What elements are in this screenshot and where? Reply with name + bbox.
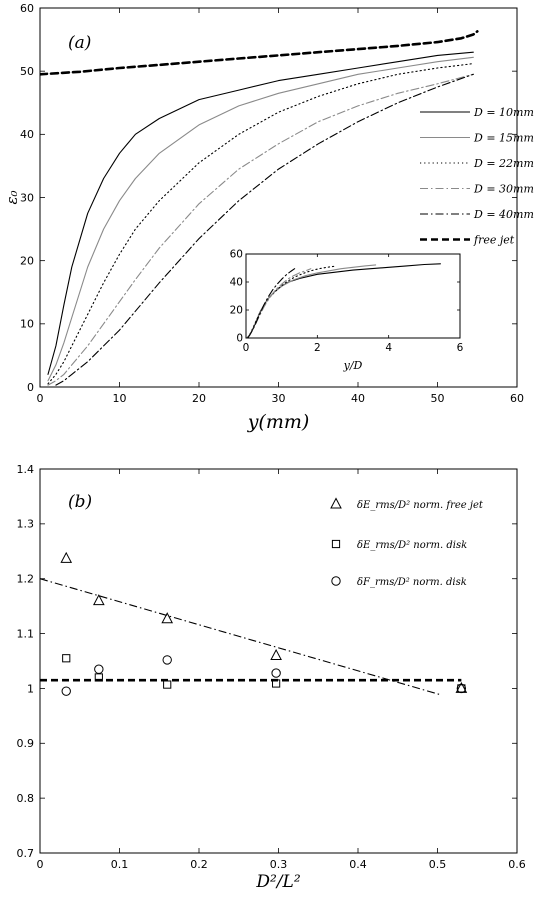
panel-a-xtick-label: 50 — [431, 392, 445, 405]
panel-a-inset-xlabel: y/D — [343, 359, 363, 372]
panel-b-label: (b) — [68, 492, 92, 512]
panel-b-point-2-0 — [61, 686, 71, 696]
panel-b-ytick-label: 1.2 — [17, 573, 35, 586]
panel-b-ytick-label: 1.4 — [17, 463, 35, 476]
panel-b-point-2-4 — [456, 683, 467, 694]
panel-b-xtick-label: 0.3 — [270, 858, 288, 871]
panel-b-xtick-label: 0.2 — [190, 858, 208, 871]
panel-a-inset-series-line-1 — [247, 264, 377, 338]
panel-a-inset-ytick-label: 40 — [230, 277, 243, 289]
panel-a-ytick-label: 10 — [20, 318, 34, 331]
panel-b-point-1-2 — [163, 680, 172, 689]
panel-b-ytick-label: 0.9 — [17, 737, 35, 750]
panel-a-legend-label-3: D = 30mm — [473, 183, 534, 196]
panel-a-legend-label-4: D = 40mm — [473, 208, 534, 221]
panel-a-inset-ytick-label: 60 — [230, 249, 243, 261]
panel-b-point-2-1 — [94, 664, 104, 674]
panel-a-ytick-label: 50 — [20, 65, 34, 78]
panel-b-chart: 0 0.1 0.2 0.3 0.4 0.5 0.6 0.7 0.8 0.9 1 1.1 1.2 1.3 1.… — [17, 463, 526, 892]
panel-b-legend-marker-1 — [331, 539, 341, 549]
panel-b-xtick-label: 0 — [37, 858, 44, 871]
panel-a-xtick-label: 60 — [510, 392, 524, 405]
panel-b-legend-marker-2 — [331, 576, 341, 586]
panel-b-point-1-3 — [272, 679, 281, 688]
panel-b-ytick-label: 1.3 — [17, 518, 35, 531]
panel-b-point-0-0 — [60, 551, 73, 563]
panel-a-xtick-label: 0 — [37, 392, 44, 405]
panel-b-legend-label-1: δE_rms/D² norm. disk — [357, 540, 467, 551]
panel-a-inset-series-line-4 — [247, 268, 296, 338]
panel-a-xlabel: y(mm) — [247, 411, 310, 433]
panel-a-ytick-label: 0 — [27, 381, 34, 394]
panel-b-xtick-label: 0.4 — [349, 858, 367, 871]
panel-a-xtick-label: 40 — [351, 392, 365, 405]
panel-a-legend-label-1: D = 15mm — [473, 132, 534, 145]
panel-a-ytick-label: 20 — [20, 255, 34, 268]
panel-a-series-line-5 — [40, 30, 479, 76]
panel-a-series-line-3 — [47, 73, 474, 386]
panel-a-xtick-label: 30 — [272, 392, 286, 405]
panel-a-inset-ytick-label: 0 — [236, 333, 243, 345]
panel-a-series-line-0 — [47, 51, 474, 375]
panel-b-ytick-label: 1 — [27, 682, 34, 695]
panel-a-legend-label-0: D = 10mm — [473, 106, 534, 119]
panel-b-point-0-2 — [161, 612, 174, 624]
panel-a-series-line-1 — [47, 56, 474, 382]
panel-a-legend-label-5: free jet — [473, 234, 515, 247]
panel-b-point-1-0 — [62, 654, 71, 663]
panel-a-series-line-4 — [55, 73, 474, 386]
panel-b-xtick-label: 0.6 — [508, 858, 526, 871]
panel-b-xlabel: D²/L² — [255, 872, 300, 892]
panel-a-xtick-label: 20 — [192, 392, 206, 405]
panel-a-ytick-label: 60 — [20, 2, 34, 15]
panel-a-inset-xtick-label: 6 — [457, 342, 464, 354]
panel-b-legend-label-2: δF_rms/D² norm. disk — [357, 577, 467, 588]
panel-a-inset-background — [246, 254, 460, 338]
panel-b-point-0-1 — [93, 594, 105, 606]
panel-b-point-0-3 — [270, 648, 282, 661]
panel-a-series-line-2 — [47, 63, 474, 385]
panel-b-ytick-label: 1.1 — [17, 627, 35, 640]
panel-a-legend-label-2: D = 22mm — [473, 157, 534, 170]
panel-a-inset-xtick-label: 2 — [314, 342, 321, 354]
panel-b-legend-marker-0 — [330, 497, 342, 509]
panel-b-point-2-2 — [162, 655, 172, 665]
panel-b-ytick-label: 0.8 — [17, 792, 35, 805]
panel-b-legend-label-0: δE_rms/D² norm. free jet — [357, 500, 484, 511]
panel-a-inset-ytick-label: 20 — [230, 305, 243, 317]
panel-b-xtick-label: 0.1 — [111, 858, 129, 871]
panel-b-xtick-label: 0.5 — [429, 858, 447, 871]
panel-a-ylabel: ε₀ — [3, 190, 21, 204]
panel-a-ytick-label: 40 — [20, 128, 34, 141]
panel-a-inset-axes-frame — [245, 253, 461, 339]
panel-a-xtick-label: 10 — [113, 392, 127, 405]
panel-b-point-2-3 — [271, 668, 281, 678]
panel-b-point-1-4 — [457, 684, 466, 693]
panel-a-inset-xtick-label: 0 — [243, 342, 250, 354]
panel-a-inset-xtick-label: 4 — [385, 342, 392, 354]
panel-a-ytick-label: 30 — [20, 191, 34, 204]
panel-a-label: (a) — [68, 33, 91, 53]
panel-b-axes-frame — [39, 468, 518, 854]
panel-b-fit-line-1 — [39, 578, 442, 696]
panel-b-ytick-label: 0.7 — [17, 847, 35, 860]
